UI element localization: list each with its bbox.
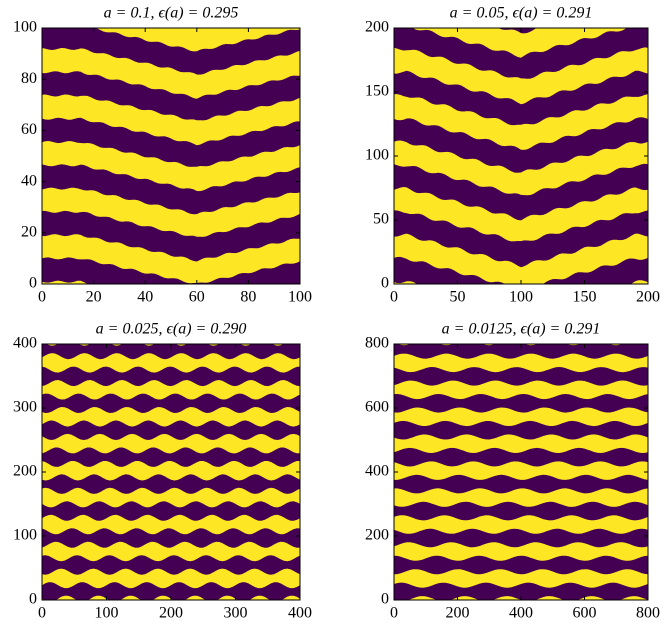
y-tick-label: 800 (365, 335, 389, 352)
stripe (42, 257, 300, 284)
y-tick-label: 600 (365, 399, 389, 416)
y-tick-label: 0 (381, 591, 389, 608)
stripe (42, 528, 300, 548)
stripe (394, 555, 648, 575)
stripe (42, 164, 300, 215)
stripe (394, 117, 648, 173)
stripe (394, 528, 648, 548)
x-tick-label: 200 (446, 605, 470, 622)
stripe (42, 210, 300, 262)
x-tick-label: 600 (573, 605, 597, 622)
stripe (42, 286, 300, 306)
stripe (42, 71, 300, 121)
stripe (42, 393, 300, 413)
stripe (394, 394, 648, 413)
panel: a = 0.05, ϵ(a) = 0.291 0 50 100 150 200 0 50 100… (365, 5, 660, 306)
stripe (394, 210, 648, 268)
y-tick-label: 20 (21, 223, 37, 240)
x-tick-label: 0 (38, 605, 46, 622)
stripe (42, 117, 300, 167)
stripe (394, 420, 648, 440)
y-tick-label: 60 (21, 121, 37, 138)
panel-title: a = 0.05, ϵ(a) = 0.291 (450, 5, 593, 22)
panel-title: a = 0.0125, ϵ(a) = 0.291 (442, 321, 601, 338)
stripe (42, 555, 300, 575)
x-tick-label: 40 (137, 289, 153, 306)
y-tick-label: 40 (21, 172, 37, 189)
x-tick-label: 100 (509, 289, 533, 306)
x-tick-label: 100 (95, 605, 119, 622)
y-tick-label: 0 (381, 275, 389, 292)
y-tick-label: 150 (365, 83, 389, 100)
y-tick-label: 0 (29, 275, 37, 292)
x-tick-label: 400 (509, 605, 533, 622)
y-tick-label: 200 (13, 463, 37, 480)
y-tick-label: 100 (13, 19, 37, 36)
stripe (394, 582, 648, 600)
panel: a = 0.0125, ϵ(a) = 0.291 0 200 400 600 800 0 20… (365, 321, 660, 622)
y-tick-label: 100 (13, 527, 37, 544)
panel: a = 0.1, ϵ(a) = 0.295 0 20 40 60 80 100 0 20 40 60… (13, 5, 312, 306)
stripe (42, 501, 300, 521)
stripe (394, 28, 648, 79)
x-tick-label: 60 (189, 289, 205, 306)
x-tick-label: 300 (224, 605, 248, 622)
panel-title: a = 0.1, ϵ(a) = 0.295 (104, 5, 239, 22)
frame (41, 27, 301, 285)
stripe (394, 447, 648, 467)
y-tick-label: 80 (21, 70, 37, 87)
stripe (42, 582, 300, 600)
y-tick-label: 100 (365, 147, 389, 164)
stripe (394, 474, 648, 494)
stripe (42, 28, 300, 75)
x-tick-label: 150 (573, 289, 597, 306)
y-tick-label: 300 (13, 399, 37, 416)
y-tick-label: 200 (365, 527, 389, 544)
x-tick-label: 200 (636, 289, 660, 306)
x-tick-label: 50 (450, 289, 466, 306)
x-tick-label: 800 (636, 605, 660, 622)
y-tick-label: 400 (365, 463, 389, 480)
panel-title: a = 0.025, ϵ(a) = 0.290 (96, 321, 247, 338)
stripe (498, 28, 537, 34)
x-tick-label: 100 (288, 289, 312, 306)
x-tick-label: 0 (390, 605, 398, 622)
stripe (394, 501, 648, 521)
y-tick-label: 0 (29, 591, 37, 608)
x-tick-label: 80 (240, 289, 256, 306)
stripe (394, 70, 648, 126)
x-tick-label: 20 (86, 289, 102, 306)
y-tick-label: 50 (373, 211, 389, 228)
y-tick-label: 400 (13, 335, 37, 352)
stripes (42, 28, 300, 284)
stripe (42, 447, 300, 467)
stripe (42, 366, 300, 387)
y-tick-label: 200 (365, 19, 389, 36)
x-tick-label: 200 (159, 605, 183, 622)
x-tick-label: 0 (38, 289, 46, 306)
stripes (394, 28, 648, 284)
stripe (42, 474, 300, 494)
x-tick-label: 0 (390, 289, 398, 306)
stripe (42, 420, 300, 440)
stripe (394, 367, 648, 386)
x-tick-label: 400 (288, 605, 312, 622)
stripe (394, 256, 648, 284)
stripe (394, 163, 648, 221)
